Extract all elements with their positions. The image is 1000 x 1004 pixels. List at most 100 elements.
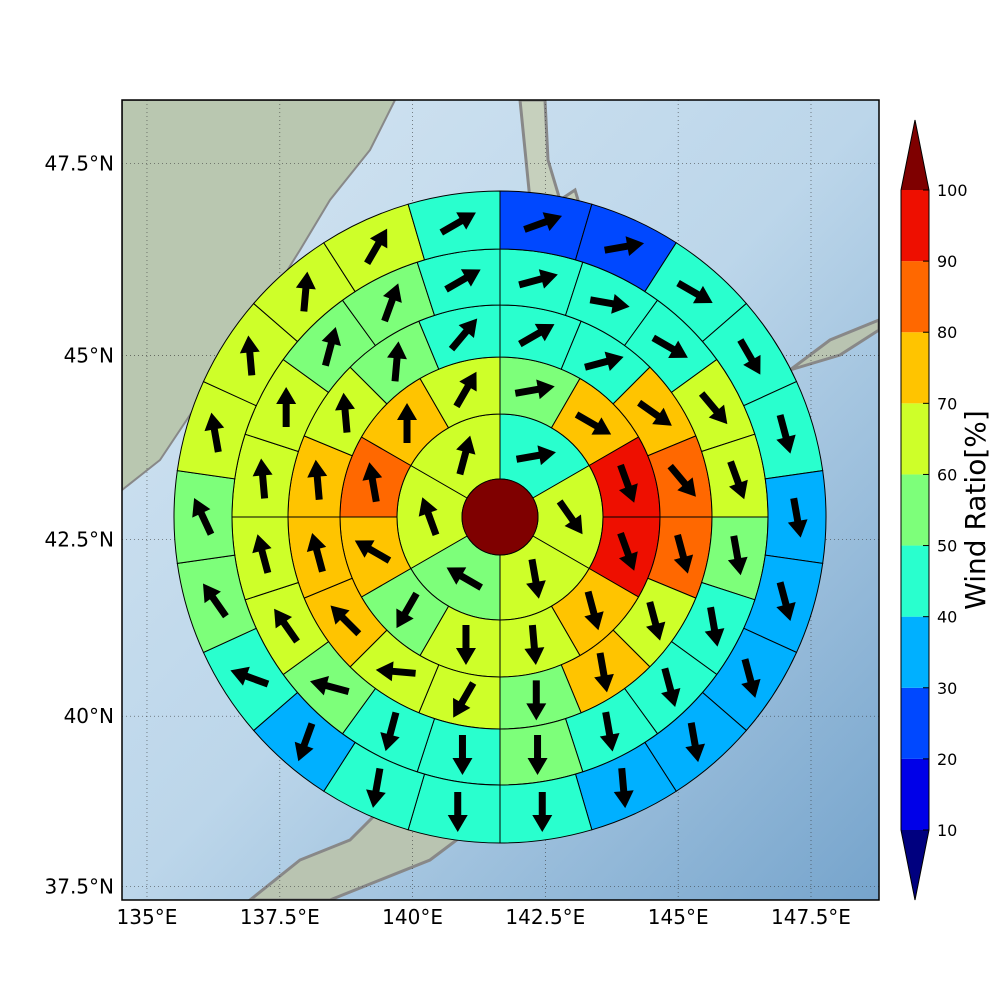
wind-arrow	[306, 533, 327, 573]
wind-arrow	[704, 606, 725, 647]
wind-arrow	[381, 283, 402, 323]
wind-arrow	[532, 791, 553, 832]
wind-arrow	[439, 212, 476, 236]
wind-arrow	[574, 411, 612, 435]
wind-arrow	[192, 497, 215, 536]
wind-arrow	[444, 269, 481, 293]
colorbar-tick-label: 90	[937, 252, 957, 271]
wind-arrow	[362, 462, 383, 503]
wind-arrow	[514, 379, 555, 400]
wind-arrow	[252, 534, 272, 574]
wind-arrow	[741, 658, 761, 698]
polar-cells	[173, 190, 827, 844]
wind-arrow	[364, 228, 388, 266]
ring-cell	[499, 773, 593, 844]
wind-arrow	[321, 327, 341, 367]
wind-arrow	[387, 341, 407, 382]
y-tick-label: 37.5°N	[45, 875, 115, 899]
colorbar: 10 20 30 40 50 60 70 80 90 100	[900, 119, 968, 901]
wind-arrow	[456, 435, 476, 476]
wind-arrow	[594, 652, 614, 693]
wind-arrow	[447, 791, 468, 832]
colorbar-bin	[901, 190, 929, 262]
wind-arrow	[526, 558, 546, 599]
wind-arrow	[448, 318, 478, 352]
colorbar-tick-label: 50	[937, 537, 957, 556]
colorbar-tick-label: 20	[937, 750, 957, 769]
wind-arrow	[446, 567, 483, 591]
x-tick-label: 140°E	[382, 905, 443, 929]
wind-arrow	[418, 497, 440, 537]
wind-arrow	[515, 445, 556, 466]
x-tick-label: 137.5°E	[240, 905, 320, 929]
colorbar-tick-label: 40	[937, 608, 957, 627]
wind-arrow	[239, 335, 260, 376]
wind-arrow	[518, 269, 558, 289]
wind-arrow	[452, 735, 473, 776]
wind-arrow	[556, 499, 583, 535]
wind-arrow	[776, 581, 796, 621]
wind-arrow	[727, 460, 748, 500]
wind-arrow	[204, 412, 225, 453]
y-tick-label: 42.5°N	[45, 528, 115, 552]
wind-arrow	[396, 591, 420, 629]
y-tick-label: 40°N	[64, 704, 114, 728]
wind-arrow	[453, 681, 477, 718]
x-tick-label: 145°E	[648, 905, 709, 929]
wind-arrow	[698, 391, 728, 425]
center-cell	[461, 478, 539, 556]
wind-arrow	[617, 463, 638, 503]
wind-arrow	[787, 497, 808, 538]
wind-arrow	[727, 535, 748, 576]
wind-arrow	[637, 399, 672, 426]
y-tick-label: 45°N	[64, 344, 114, 368]
wind-arrow	[295, 271, 316, 312]
wind-arrow	[651, 334, 688, 358]
wind-arrow	[252, 458, 273, 499]
colorbar-bin	[901, 332, 929, 404]
wind-arrow	[604, 236, 645, 256]
wind-arrow	[661, 667, 681, 707]
colorbar-bin	[901, 403, 929, 475]
colorbar-tick-label: 30	[937, 679, 957, 698]
x-tick-label: 147.5°E	[771, 905, 851, 929]
colorbar-bin	[901, 616, 929, 688]
wind-arrow	[526, 680, 547, 721]
colorbar-extend-high	[901, 120, 929, 190]
wind-arrow	[737, 338, 761, 375]
wind-arrow	[366, 767, 386, 808]
colorbar-bin	[901, 687, 929, 759]
wind-arrow	[599, 711, 620, 752]
wind-arrow	[589, 294, 630, 314]
wind-arrow	[276, 387, 297, 428]
wind-arrow	[380, 711, 400, 752]
wind-arrow	[294, 722, 316, 762]
axes-frame	[121, 99, 880, 901]
wind-arrow	[676, 280, 713, 304]
colorbar-tick-label: 80	[937, 323, 957, 342]
colorbar-label: Wind Ratio[%]	[959, 410, 992, 610]
wind-arrow	[646, 601, 666, 641]
wind-arrow	[230, 666, 270, 688]
wind-arrows	[192, 212, 808, 832]
wind-arrow	[397, 403, 418, 444]
colorbar-bin	[901, 474, 929, 546]
colorbar-tick-label: 10	[937, 821, 957, 840]
wind-arrow	[518, 323, 555, 348]
colorbar-tick-label: 60	[937, 465, 957, 484]
axes-labels: 135°E 137.5°E 140°E 142.5°E 145°E 147.5°E 37.5…	[45, 151, 851, 929]
x-tick-label: 135°E	[117, 905, 178, 929]
wind-arrow	[202, 583, 229, 619]
wind-arrow	[523, 212, 563, 233]
wind-arrow	[584, 590, 604, 631]
wind-arrow	[310, 676, 350, 696]
wind-arrow	[455, 625, 476, 666]
wind-arrow	[524, 624, 545, 665]
colorbar-bin	[901, 758, 929, 830]
colorbar-tick-label: 100	[937, 181, 968, 200]
x-tick-label: 142.5°E	[505, 905, 585, 929]
colorbar-extend-low	[901, 830, 929, 900]
wind-arrow	[584, 351, 624, 371]
wind-arrow	[375, 661, 416, 682]
